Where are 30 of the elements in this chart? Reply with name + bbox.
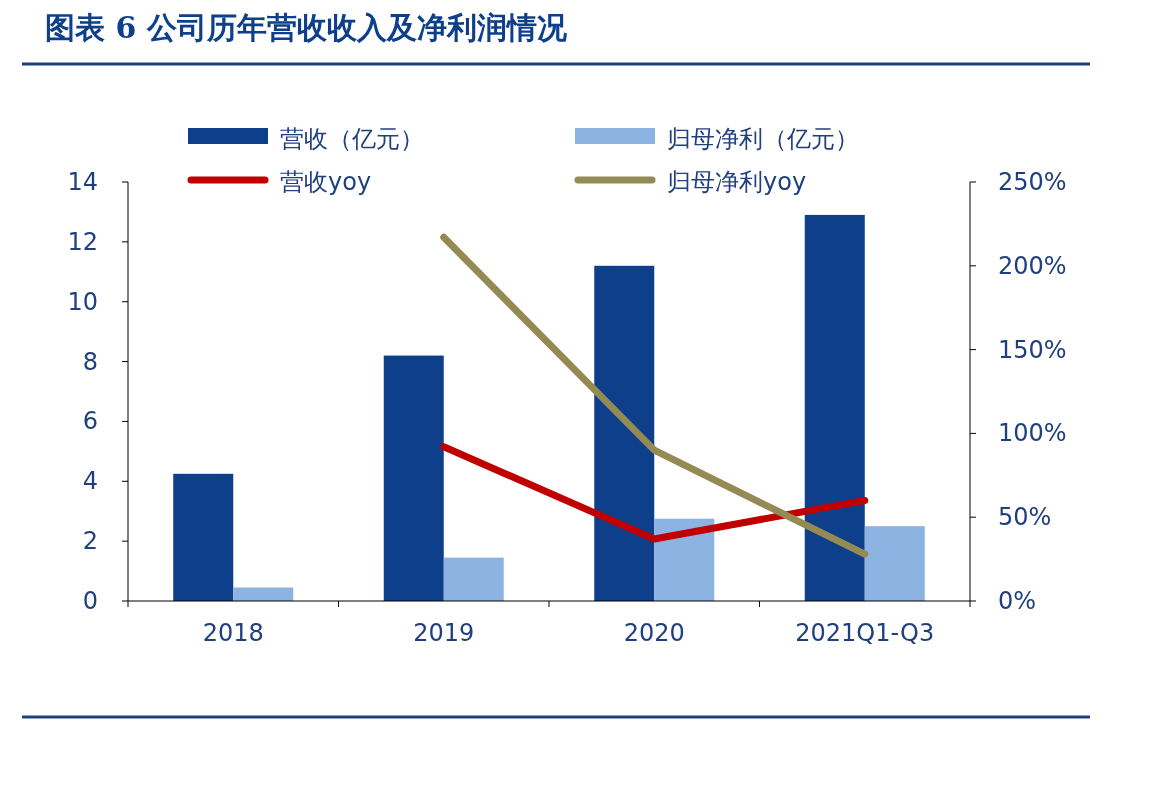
y-tick-label: 6 [82, 407, 98, 436]
bar [383, 355, 444, 601]
y-tick-label: 12 [67, 227, 98, 256]
y2-tick-label: 200% [998, 251, 1067, 280]
y2-tick-label: 50% [998, 503, 1052, 532]
bar [864, 526, 925, 601]
y2-tick-label: 150% [998, 335, 1067, 364]
x-tick-label: 2019 [413, 619, 475, 647]
y2-tick-label: 250% [998, 168, 1067, 196]
legend-label: 归母净利（亿元） [667, 125, 859, 153]
bar [804, 214, 865, 601]
y2-tick-label: 0% [998, 587, 1037, 615]
y-tick-label: 14 [67, 168, 98, 196]
bar [173, 473, 234, 601]
y2-tick-label: 100% [998, 419, 1067, 448]
x-tick-label: 2018 [202, 619, 264, 647]
bar [443, 557, 504, 601]
x-tick-label: 2020 [623, 619, 685, 647]
y-tick-label: 4 [82, 467, 98, 496]
legend-label: 归母净利yoy [667, 168, 807, 196]
x-tick-label: 2021Q1-Q3 [795, 619, 935, 647]
y-tick-label: 10 [67, 287, 98, 316]
legend-label: 营收（亿元） [280, 125, 424, 153]
bar [594, 265, 655, 601]
y-tick-label: 0 [82, 587, 98, 615]
bar [654, 518, 715, 601]
chart-title: 图表 6 公司历年营收收入及净利润情况 [45, 10, 568, 45]
legend-label: 营收yoy [280, 168, 372, 196]
y-tick-label: 2 [82, 527, 98, 556]
y-tick-label: 8 [82, 347, 98, 376]
